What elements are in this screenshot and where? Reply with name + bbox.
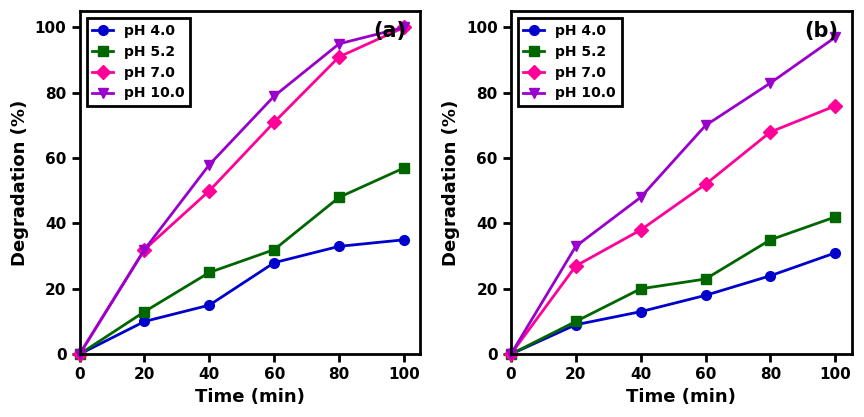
pH 10.0 bbox=[830, 35, 841, 40]
pH 10.0 bbox=[505, 352, 516, 357]
pH 7.0 bbox=[139, 247, 149, 252]
Text: (b): (b) bbox=[804, 21, 838, 41]
pH 10.0 bbox=[204, 162, 214, 167]
pH 7.0 bbox=[505, 352, 516, 357]
pH 4.0 bbox=[830, 250, 841, 255]
Line: pH 4.0: pH 4.0 bbox=[506, 248, 840, 359]
pH 5.2 bbox=[399, 166, 410, 171]
pH 7.0 bbox=[636, 228, 646, 233]
X-axis label: Time (min): Time (min) bbox=[195, 388, 305, 406]
pH 4.0 bbox=[636, 309, 646, 314]
pH 7.0 bbox=[334, 54, 344, 59]
Line: pH 10.0: pH 10.0 bbox=[506, 33, 840, 359]
pH 7.0 bbox=[269, 120, 279, 125]
pH 10.0 bbox=[269, 93, 279, 98]
pH 7.0 bbox=[830, 103, 841, 108]
pH 4.0 bbox=[139, 319, 149, 324]
Y-axis label: Degradation (%): Degradation (%) bbox=[442, 100, 461, 266]
Line: pH 7.0: pH 7.0 bbox=[506, 101, 840, 359]
pH 4.0 bbox=[399, 237, 410, 242]
pH 5.2 bbox=[701, 276, 711, 281]
pH 7.0 bbox=[766, 130, 776, 135]
pH 10.0 bbox=[636, 195, 646, 200]
pH 10.0 bbox=[139, 247, 149, 252]
X-axis label: Time (min): Time (min) bbox=[626, 388, 736, 406]
Line: pH 10.0: pH 10.0 bbox=[75, 23, 409, 359]
pH 5.2 bbox=[204, 270, 214, 275]
pH 5.2 bbox=[74, 352, 85, 357]
pH 7.0 bbox=[204, 188, 214, 193]
pH 10.0 bbox=[334, 41, 344, 46]
pH 7.0 bbox=[74, 352, 85, 357]
pH 4.0 bbox=[505, 352, 516, 357]
pH 4.0 bbox=[570, 322, 581, 327]
Line: pH 7.0: pH 7.0 bbox=[75, 23, 409, 359]
pH 5.2 bbox=[636, 286, 646, 291]
pH 5.2 bbox=[570, 319, 581, 324]
pH 5.2 bbox=[139, 309, 149, 314]
pH 7.0 bbox=[701, 182, 711, 187]
pH 7.0 bbox=[570, 264, 581, 269]
pH 4.0 bbox=[269, 260, 279, 265]
Legend: pH 4.0, pH 5.2, pH 7.0, pH 10.0: pH 4.0, pH 5.2, pH 7.0, pH 10.0 bbox=[86, 18, 190, 106]
pH 10.0 bbox=[399, 25, 410, 30]
pH 10.0 bbox=[570, 244, 581, 249]
Line: pH 5.2: pH 5.2 bbox=[75, 163, 409, 359]
pH 10.0 bbox=[766, 80, 776, 85]
pH 5.2 bbox=[269, 247, 279, 252]
pH 4.0 bbox=[204, 303, 214, 308]
Legend: pH 4.0, pH 5.2, pH 7.0, pH 10.0: pH 4.0, pH 5.2, pH 7.0, pH 10.0 bbox=[518, 18, 621, 106]
pH 4.0 bbox=[701, 293, 711, 298]
pH 5.2 bbox=[334, 195, 344, 200]
pH 7.0 bbox=[399, 25, 410, 30]
Line: pH 4.0: pH 4.0 bbox=[75, 235, 409, 359]
Line: pH 5.2: pH 5.2 bbox=[506, 212, 840, 359]
Y-axis label: Degradation (%): Degradation (%) bbox=[11, 100, 29, 266]
pH 4.0 bbox=[74, 352, 85, 357]
pH 4.0 bbox=[334, 244, 344, 249]
pH 5.2 bbox=[505, 352, 516, 357]
pH 5.2 bbox=[766, 237, 776, 242]
pH 10.0 bbox=[74, 352, 85, 357]
pH 5.2 bbox=[830, 214, 841, 219]
pH 10.0 bbox=[701, 123, 711, 128]
Text: (a): (a) bbox=[373, 21, 407, 41]
pH 4.0 bbox=[766, 273, 776, 278]
